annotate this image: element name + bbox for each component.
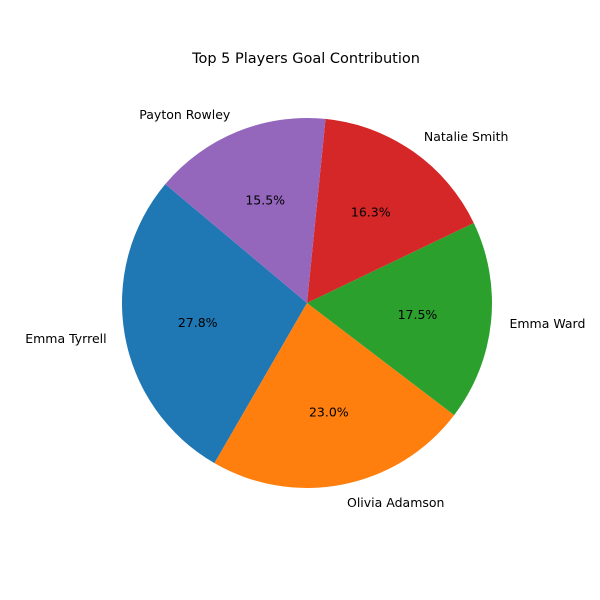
slice-percent-payton-rowley: 15.5%: [245, 193, 285, 208]
pie-slices: [121, 118, 493, 488]
pie-labels: Emma Tyrrell 27.8% Olivia Adamson 23.0% Emma…: [25, 107, 585, 510]
slice-label-natalie-smith: Natalie Smith: [424, 129, 509, 144]
pie-slice-emma-tyrrell: [121, 184, 307, 464]
pie-slice-emma-ward: [307, 222, 493, 416]
slice-percent-emma-ward: 17.5%: [398, 307, 438, 322]
slice-label-emma-tyrrell: Emma Tyrrell: [25, 331, 106, 346]
pie-slice-natalie-smith: [307, 118, 474, 304]
pie-slice-olivia-adamson: [214, 303, 455, 488]
slice-percent-olivia-adamson: 23.0%: [309, 404, 349, 419]
pie-slice-payton-rowley: [165, 118, 326, 303]
slice-label-emma-ward: Emma Ward: [509, 316, 585, 331]
slice-label-payton-rowley: Payton Rowley: [139, 107, 231, 122]
chart-title: Top 5 Players Goal Contribution: [191, 51, 420, 67]
slice-label-olivia-adamson: Olivia Adamson: [347, 495, 444, 510]
slice-percent-natalie-smith: 16.3%: [351, 205, 391, 220]
slice-percent-emma-tyrrell: 27.8%: [178, 315, 218, 330]
